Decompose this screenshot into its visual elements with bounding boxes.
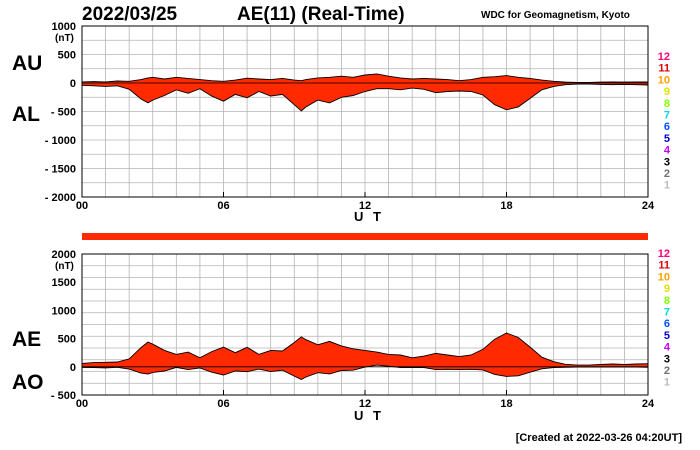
y-tick-label: 0 (70, 362, 76, 374)
station-level-4: 4 (664, 342, 671, 354)
y-tick-label: - 500 (51, 107, 76, 119)
station-level-1: 1 (664, 180, 670, 192)
series-line-au (81, 73, 648, 83)
x-tick-label: 18 (500, 200, 512, 212)
y-unit-upper: (nT) (55, 33, 74, 44)
series-line-al (81, 83, 649, 112)
y-tick-label: - 2000 (45, 192, 76, 204)
chart-date: 2022/03/25 (82, 4, 178, 25)
station-level-3: 3 (664, 156, 670, 168)
station-level-5: 5 (664, 330, 670, 342)
x-tick-label: 24 (642, 200, 655, 212)
x-tick-label: 00 (76, 398, 88, 410)
x-tick-label: 24 (642, 398, 655, 410)
data-source-label: WDC for Geomagnetism, Kyoto (481, 10, 630, 21)
station-level-2: 2 (664, 168, 670, 180)
x-tick-label: 06 (217, 398, 229, 410)
x-tick-label: 00 (76, 200, 88, 212)
band-fill-lower (82, 333, 648, 380)
y-unit-lower: (nT) (55, 261, 74, 272)
x-tick-label: 12 (359, 200, 371, 212)
y-tick-label: 0 (70, 78, 76, 90)
y-tick-label: 1000 (52, 305, 76, 317)
x-axis-label-lower: U T (354, 408, 384, 423)
x-tick-label: 12 (359, 398, 371, 410)
series-label-al: AL (12, 103, 40, 126)
series-label-ae: AE (12, 328, 42, 351)
station-level-10: 10 (658, 271, 670, 283)
station-level-7: 7 (664, 307, 670, 319)
station-level-9: 9 (664, 283, 670, 295)
series-line-ae (81, 332, 649, 366)
series-label-au: AU (12, 52, 43, 75)
y-tick-label: 500 (58, 334, 76, 346)
y-tick-label: - 1000 (45, 135, 76, 147)
y-tick-label: 1500 (52, 277, 76, 289)
data-coverage-bar (82, 233, 648, 240)
station-level-6: 6 (664, 318, 670, 330)
station-level-12: 12 (658, 248, 670, 260)
station-level-12: 12 (658, 51, 670, 63)
station-level-6: 6 (664, 121, 670, 133)
y-tick-label: 2000 (52, 249, 76, 261)
station-level-5: 5 (664, 133, 670, 145)
station-level-2: 2 (664, 365, 670, 377)
y-tick-label: - 500 (51, 390, 76, 402)
station-level-7: 7 (664, 110, 670, 122)
chart-title: AE(11) (Real-Time) (237, 4, 405, 25)
series-line-ao (81, 364, 649, 381)
y-tick-label: 500 (58, 50, 76, 62)
series-label-ao: AO (12, 371, 44, 394)
station-level-9: 9 (664, 86, 670, 98)
created-timestamp: [Created at 2022-03-26 04:20UT] (515, 432, 682, 444)
station-level-8: 8 (664, 295, 670, 307)
station-level-10: 10 (658, 74, 670, 86)
x-tick-label: 18 (500, 398, 512, 410)
y-tick-label: - 1500 (45, 164, 76, 176)
station-level-8: 8 (664, 98, 670, 110)
station-level-11: 11 (658, 260, 670, 272)
station-level-4: 4 (664, 145, 671, 157)
station-level-1: 1 (664, 377, 670, 389)
x-axis-label-upper: U T (354, 209, 384, 224)
station-level-3: 3 (664, 353, 670, 365)
y-tick-label: 1000 (52, 21, 76, 33)
station-level-11: 11 (658, 63, 670, 75)
x-tick-label: 06 (217, 200, 229, 212)
